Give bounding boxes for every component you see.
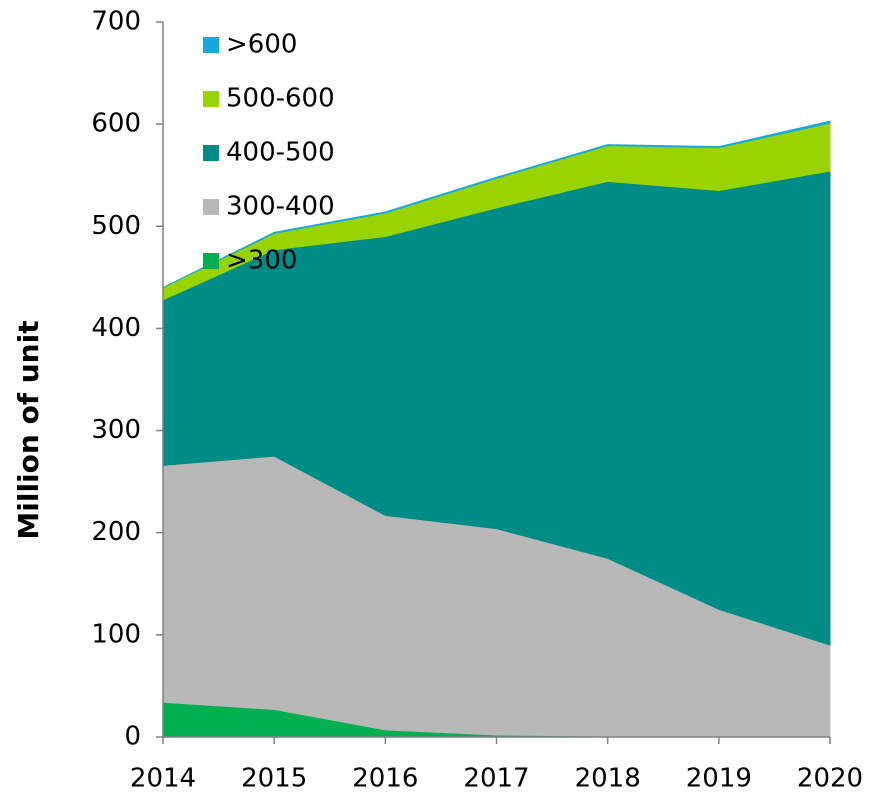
- legend-swatch: [203, 91, 219, 107]
- y-tick-label: 200: [91, 517, 141, 547]
- legend-swatch: [203, 253, 219, 269]
- y-tick-label: 600: [91, 109, 141, 139]
- x-tick-label: 2020: [797, 764, 863, 794]
- area: [162, 120, 831, 289]
- y-axis-label: Million of unit: [12, 320, 45, 539]
- y-tick-label: 300: [91, 415, 141, 445]
- legend-swatch: [203, 37, 219, 53]
- x-tick-label: 2015: [241, 764, 307, 794]
- y-tick-label: 500: [91, 211, 141, 241]
- y-tick-label: 100: [91, 619, 141, 649]
- y-tick-label: 0: [124, 722, 141, 752]
- y-tick-label: 400: [91, 313, 141, 343]
- x-tick-label: 2019: [686, 764, 752, 794]
- legend-label: >300: [226, 246, 297, 276]
- legend-label: 500-600: [226, 84, 335, 114]
- x-tick-label: 2018: [575, 764, 641, 794]
- x-tick-label: 2014: [130, 764, 196, 794]
- x-tick-label: 2016: [352, 764, 418, 794]
- legend-swatch: [203, 199, 219, 215]
- legend-swatch: [203, 145, 219, 161]
- y-tick-label: 700: [91, 7, 141, 37]
- x-tick-label: 2017: [463, 764, 529, 794]
- legend-label: 400-500: [226, 138, 335, 168]
- legend-label: 300-400: [226, 192, 335, 222]
- legend-label: >600: [226, 30, 297, 60]
